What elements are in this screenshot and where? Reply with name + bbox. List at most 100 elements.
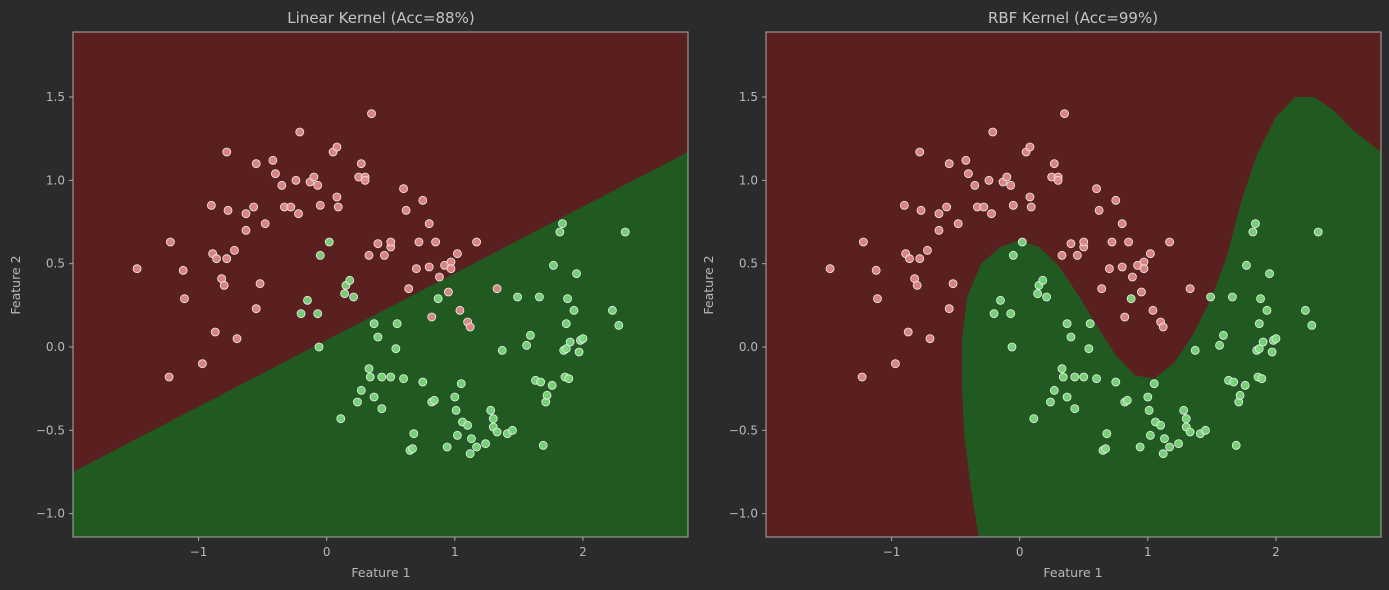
class-1-point (373, 332, 383, 342)
class-0-point (424, 262, 434, 272)
class-1-point (522, 340, 531, 350)
class-0-point (1026, 202, 1036, 212)
class-1-point (996, 295, 1005, 305)
class-1-point (1029, 414, 1039, 424)
class-0-point (964, 169, 973, 179)
class-1-point (303, 295, 312, 305)
class-1-point (409, 429, 419, 439)
class-1-point (1145, 430, 1155, 440)
class-0-point (379, 250, 389, 260)
class-1-point (408, 444, 417, 454)
class-0-point (360, 175, 370, 185)
class-1-point (1111, 377, 1121, 387)
class-0-point (953, 219, 963, 229)
class-0-point (210, 327, 220, 337)
class-0-point (891, 359, 900, 369)
class-1-point (1254, 319, 1264, 329)
class-1-point (463, 420, 473, 430)
class-0-point (401, 205, 411, 215)
class-0-point (251, 159, 261, 169)
class-1-point (1084, 344, 1094, 354)
class-0-point (452, 249, 462, 259)
class-1-point (1038, 275, 1048, 285)
class-0-point (987, 209, 996, 219)
class-0-point (222, 254, 232, 264)
class-0-point (1060, 109, 1069, 119)
class-1-point (526, 330, 535, 340)
class-0-point (915, 147, 925, 157)
class-0-point (944, 159, 954, 169)
class-0-point (905, 254, 914, 264)
class-0-point (399, 184, 408, 194)
class-0-point (925, 334, 935, 344)
class-0-point (1097, 284, 1107, 294)
class-0-point (219, 280, 229, 290)
class-0-point (222, 147, 232, 157)
class-0-point (1072, 250, 1082, 260)
class-1-point (1042, 292, 1051, 302)
class-1-point (497, 345, 507, 355)
class-0-point (165, 237, 175, 247)
y-axis-label: Feature 2 (701, 255, 716, 314)
class-1-point (1257, 374, 1267, 384)
class-1-point (565, 337, 575, 347)
class-1-point (1017, 237, 1027, 247)
class-0-point (232, 334, 242, 344)
class-1-point (620, 227, 630, 237)
class-1-region (73, 152, 688, 537)
class-1-point (1201, 425, 1210, 435)
class-0-point (1053, 175, 1063, 185)
class-1-point (1066, 332, 1076, 342)
class-0-point (431, 237, 440, 247)
class-1-point (1231, 440, 1241, 450)
class-1-point (1251, 219, 1260, 229)
class-0-point (418, 195, 428, 205)
class-1-point (564, 374, 574, 384)
class-1-point (1227, 292, 1237, 302)
class-0-point (241, 209, 251, 219)
class-1-point (392, 319, 402, 329)
class-0-point (1145, 249, 1155, 259)
class-0-point (1124, 237, 1133, 247)
class-1-point (429, 395, 439, 405)
class-1-point (349, 292, 358, 302)
class-0-point (455, 305, 465, 315)
class-1-point (324, 237, 334, 247)
class-1-point (574, 347, 584, 357)
class-1-point (1262, 305, 1272, 315)
class-1-point (1156, 420, 1166, 430)
class-1-point (1242, 260, 1251, 270)
class-1-point (1144, 405, 1154, 415)
class-0-point (1025, 142, 1035, 152)
class-0-point (212, 254, 221, 264)
class-1-point (369, 392, 379, 402)
class-1-point (1174, 439, 1183, 449)
class-1-point (561, 319, 571, 329)
class-1-point (1149, 379, 1159, 389)
class-1-point (1102, 429, 1112, 439)
class-0-point (1049, 159, 1059, 169)
class-0-point (857, 372, 867, 382)
class-1-point (563, 294, 572, 304)
y-tick-label: 0.5 (739, 257, 758, 271)
class-0-point (427, 312, 437, 322)
x-tick-label: 0 (323, 545, 331, 559)
x-tick-label: 1 (451, 545, 459, 559)
class-1-point (989, 309, 999, 319)
class-0-point (961, 155, 971, 165)
class-0-point (367, 109, 376, 119)
class-1-region (962, 97, 1381, 537)
class-1-point (418, 377, 428, 387)
class-0-point (404, 284, 414, 294)
class-0-point (424, 219, 434, 229)
y-tick-label: 1.5 (739, 90, 758, 104)
class-1-point (1085, 319, 1095, 329)
class-0-point (1092, 184, 1101, 194)
class-1-point (1158, 449, 1168, 459)
class-0-point (332, 192, 342, 202)
class-1-point (555, 227, 565, 237)
class-0-point (1128, 272, 1137, 282)
x-axis-label: Feature 1 (351, 565, 410, 580)
class-1-point (1057, 364, 1067, 374)
class-1-point (1126, 294, 1136, 304)
